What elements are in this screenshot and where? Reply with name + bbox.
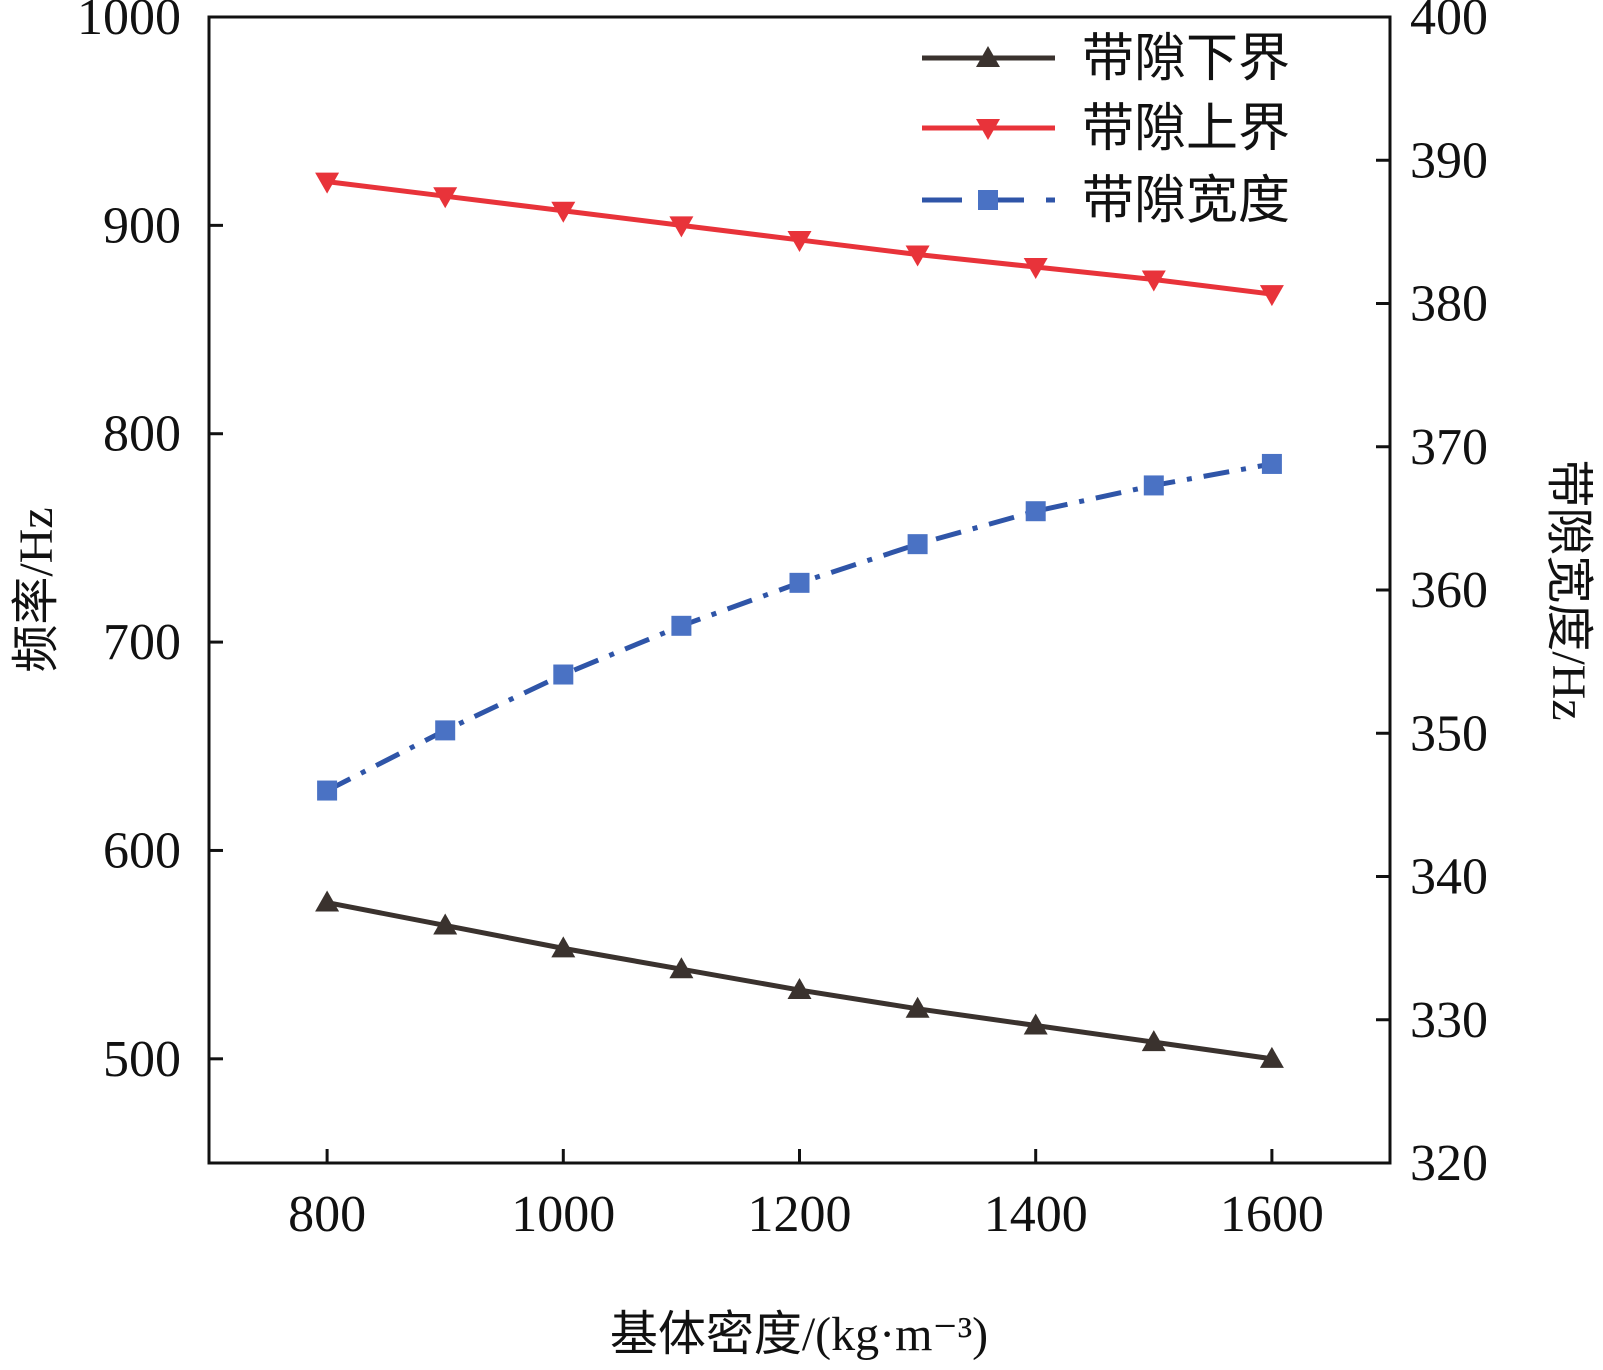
x-tick-label: 1000 — [511, 1186, 615, 1243]
series-1 — [315, 890, 1284, 1068]
left-y-tick-label: 800 — [103, 406, 181, 463]
data-point — [433, 913, 458, 935]
legend-swatch-marker — [976, 46, 1000, 67]
data-point — [1141, 1030, 1166, 1052]
right-y-tick-label: 370 — [1410, 419, 1488, 476]
data-point — [1261, 453, 1282, 474]
data-point — [435, 720, 456, 741]
data-point — [433, 187, 458, 209]
left-y-tick-label: 700 — [103, 614, 181, 671]
data-point — [671, 615, 692, 636]
legend-label: 带隙上界 — [1082, 101, 1290, 158]
data-point — [789, 572, 810, 593]
left-y-axis-ticks: 500 600 700 800 900 1000 — [77, 0, 223, 1088]
data-point — [1259, 285, 1284, 307]
right-y-tick-label: 390 — [1410, 132, 1488, 189]
data-point — [1025, 501, 1046, 522]
data-point — [1023, 258, 1048, 280]
legend-swatch-marker — [976, 119, 1000, 140]
x-tick-label: 1400 — [984, 1186, 1088, 1243]
data-point — [1023, 1013, 1048, 1035]
right-y-tick-label: 330 — [1410, 992, 1488, 1049]
data-point — [907, 534, 928, 555]
data-point — [551, 201, 576, 223]
data-point — [905, 996, 930, 1018]
data-point — [553, 664, 574, 685]
legend-swatch-marker — [978, 190, 998, 210]
x-axis-ticks: 800 1000 1200 1400 1600 — [288, 1149, 1324, 1243]
series-3 — [317, 453, 1282, 801]
right-y-tick-label: 400 — [1410, 0, 1488, 46]
x-tick-label: 1200 — [748, 1186, 852, 1243]
legend-label: 带隙下界 — [1082, 31, 1290, 88]
data-point — [787, 230, 812, 252]
series-layer — [315, 172, 1284, 1068]
data-point — [1259, 1046, 1284, 1068]
x-axis-label: 基体密度/(kg·m⁻³) — [610, 1308, 988, 1361]
data-point — [1141, 270, 1166, 292]
left-y-tick-label: 1000 — [77, 0, 181, 46]
right-y-tick-label: 360 — [1410, 562, 1488, 619]
right-y-axis-label: 带隙宽度/Hz — [1542, 459, 1595, 720]
right-y-tick-label: 340 — [1410, 849, 1488, 906]
data-point — [905, 245, 930, 267]
left-y-axis-label: 频率/Hz — [10, 507, 63, 672]
data-point — [1143, 475, 1164, 496]
data-point — [551, 936, 576, 958]
left-y-tick-label: 900 — [103, 197, 181, 254]
right-y-tick-label: 350 — [1410, 705, 1488, 762]
left-y-tick-label: 500 — [103, 1031, 181, 1088]
data-point — [787, 978, 812, 1000]
data-point — [315, 172, 340, 194]
data-point — [315, 890, 340, 912]
legend-label: 带隙宽度 — [1082, 173, 1290, 230]
x-tick-label: 1600 — [1220, 1186, 1324, 1243]
data-point — [317, 780, 338, 801]
series-line — [325, 461, 1273, 793]
data-point — [669, 957, 694, 979]
right-y-tick-label: 320 — [1410, 1135, 1488, 1192]
left-y-tick-label: 600 — [103, 822, 181, 879]
data-point — [669, 216, 694, 238]
right-y-axis-ticks: 320 330 340 350 360 370 380 390 400 — [1376, 0, 1488, 1192]
x-tick-label: 800 — [288, 1186, 366, 1243]
right-y-tick-label: 380 — [1410, 276, 1488, 333]
series-2 — [315, 172, 1284, 307]
